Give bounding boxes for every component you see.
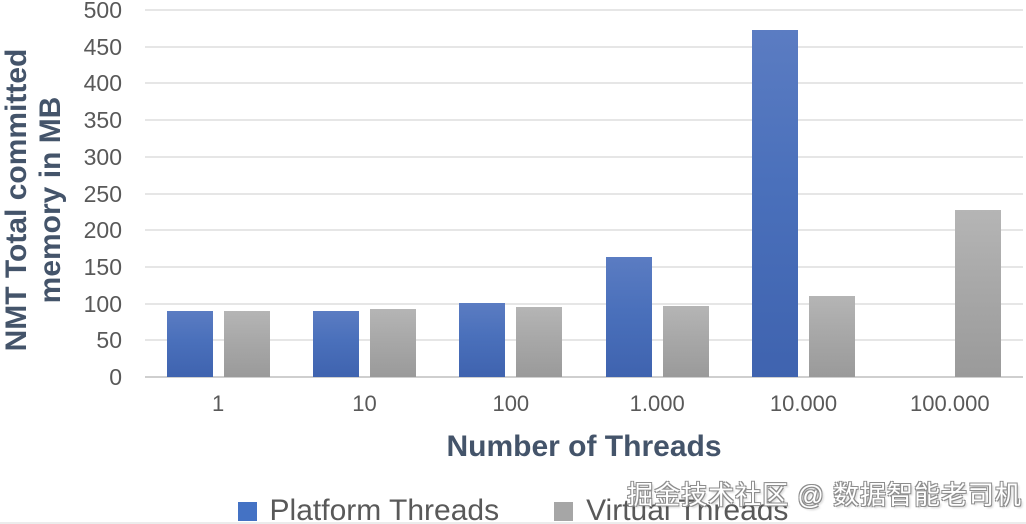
bar-virtual-threads-100.000 xyxy=(955,210,1002,377)
legend-label: Platform Threads xyxy=(269,494,500,524)
legend: Platform Threads Virtual Threads xyxy=(0,494,1026,524)
gridline-200 xyxy=(145,229,1023,232)
bottom-divider-line xyxy=(0,522,1026,524)
gridline-0 xyxy=(145,376,1023,378)
bar-platform-threads-1 xyxy=(166,310,213,377)
gridline-500 xyxy=(145,9,1023,11)
gridline-250 xyxy=(145,192,1023,195)
x-tick-label-100: 100 xyxy=(492,391,530,416)
legend-swatch-virtual-threads xyxy=(554,501,574,521)
gridline-400 xyxy=(145,82,1023,85)
x-tick-label-1: 1 xyxy=(212,391,225,416)
bar-virtual-threads-100 xyxy=(516,307,563,377)
gridline-350 xyxy=(145,119,1023,122)
y-tick-label-0: 0 xyxy=(109,364,122,390)
y-tick-label-250: 250 xyxy=(83,180,122,207)
x-tick-label-1.000: 1.000 xyxy=(629,391,685,416)
x-tick-label-100.000: 100.000 xyxy=(910,391,990,416)
bar-platform-threads-10.000 xyxy=(752,29,798,377)
bar-virtual-threads-10.000 xyxy=(809,296,855,377)
y-tick-label-150: 150 xyxy=(83,253,122,280)
x-tick-label-10: 10 xyxy=(352,391,377,416)
y-tick-label-500: 500 xyxy=(83,0,122,23)
legend-swatch-platform-threads xyxy=(237,501,257,521)
y-tick-label-50: 50 xyxy=(96,327,122,354)
legend-label: Virtual Threads xyxy=(586,494,789,524)
watermark: 掘金技术社区 @ 数据智能老司机 xyxy=(627,480,1022,510)
gridline-150 xyxy=(145,265,1023,268)
bar-virtual-threads-1.000 xyxy=(662,305,709,377)
gridline-300 xyxy=(145,155,1023,158)
y-tick-label-350: 350 xyxy=(83,107,122,134)
y-tick-label-450: 450 xyxy=(83,33,122,60)
gridline-50 xyxy=(145,339,1023,342)
legend-item-platform-threads: Platform Threads xyxy=(237,494,500,524)
y-tick-label-300: 300 xyxy=(83,143,122,170)
bar-platform-threads-10 xyxy=(313,310,359,377)
x-axis-title: Number of Threads xyxy=(446,430,722,463)
bar-virtual-threads-1 xyxy=(223,310,270,377)
bar-virtual-threads-10 xyxy=(370,309,416,377)
x-tick-label-10.000: 10.000 xyxy=(769,391,838,416)
gridline-100 xyxy=(145,302,1023,305)
bar-platform-threads-100 xyxy=(459,302,506,377)
legend-item-virtual-threads: Virtual Threads xyxy=(554,494,788,524)
bar-platform-threads-1.000 xyxy=(605,256,652,377)
y-tick-label-400: 400 xyxy=(83,70,122,97)
gridline-450 xyxy=(145,45,1023,48)
y-tick-label-200: 200 xyxy=(83,217,122,244)
y-tick-label-100: 100 xyxy=(83,290,122,317)
